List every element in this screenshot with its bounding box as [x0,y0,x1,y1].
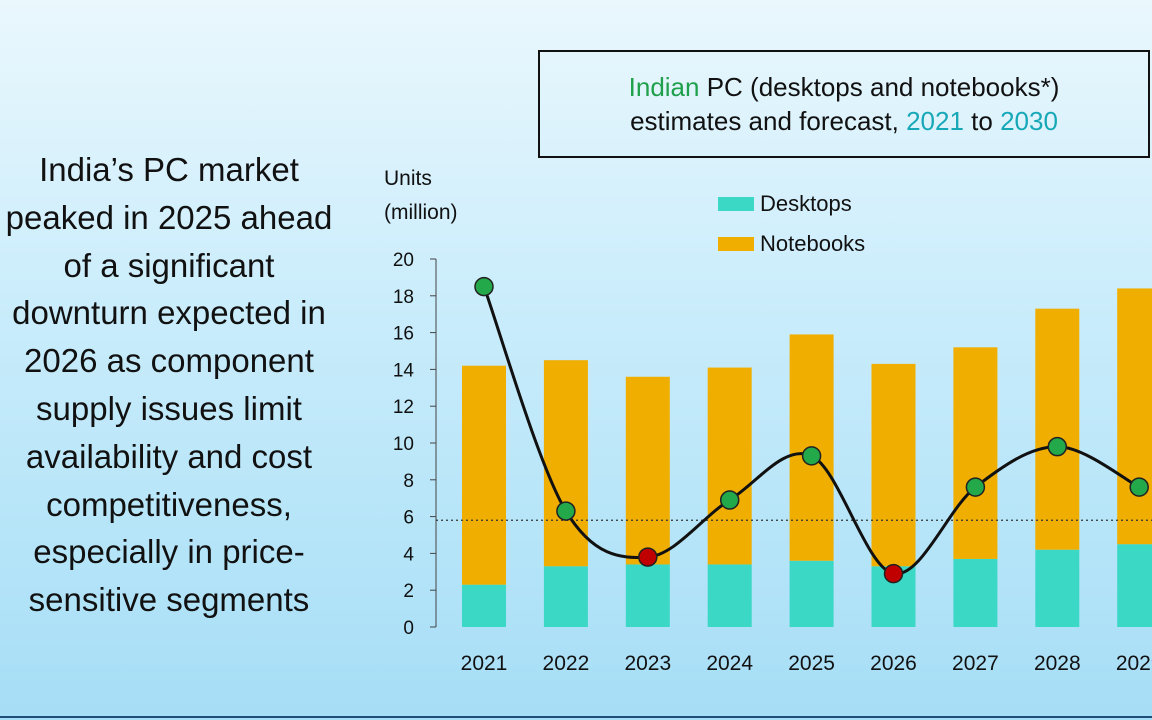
x-tick-label: 2023 [624,652,671,675]
x-tick-label: 2025 [788,652,835,675]
unit-label-line: (million) [384,201,458,224]
bar-desktops [625,564,670,627]
bar-notebooks [543,360,588,567]
bar-notebooks [707,367,752,565]
y-tick-label: 0 [403,618,414,639]
x-tick-label: 2027 [952,652,999,675]
legend: Desktops Notebooks [718,184,865,264]
overlay-point-marker [883,563,904,584]
legend-swatch-desktops [718,197,754,211]
headline-line: especially in price- [33,533,305,571]
y-tick-label: 16 [393,324,414,345]
headline-line: competitiveness, [46,485,292,523]
headline-line: availability and cost [25,437,313,475]
bar-desktops [789,560,834,627]
headline-line: sensitive segments [28,581,310,619]
title-year-end: 2030 [1000,106,1058,136]
legend-item-notebooks: Notebooks [718,224,865,264]
headline-line: peaked in 2025 ahead [5,198,333,236]
headline-text: India’s PC market peaked in 2025 ahead o… [0,146,358,624]
y-axis-unit-label: Units (million) [384,162,458,230]
y-tick-label: 18 [393,287,414,308]
headline-line: India’s PC market [39,151,299,188]
x-tick-label: 2024 [706,652,753,675]
x-tick-label: 2021 [461,652,508,675]
bottom-divider [0,716,1152,718]
headline-line: 2026 as component [24,342,314,380]
overlay-point-marker [556,501,576,521]
chart-title-line-1: Indian PC (desktops and notebooks*) [629,70,1060,104]
bar-desktops [953,558,998,627]
overlay-point-marker [474,276,494,297]
title-year-start: 2021 [906,106,964,136]
title-highlight-indian: Indian [628,72,700,102]
title-text: estimates and forecast, [630,106,907,136]
legend-label-desktops: Desktops [760,191,852,216]
y-tick-label: 2 [403,581,414,602]
overlay-point-marker [719,490,740,510]
overlay-point-marker [801,446,822,466]
x-tick-label: 2028 [1034,652,1081,675]
bar-notebooks [1117,288,1152,545]
y-tick-label: 8 [403,471,414,492]
bar-desktops [462,584,506,627]
bar-notebooks [871,363,916,567]
y-tick-label: 10 [393,434,414,455]
x-tick-label: 2022 [543,652,590,675]
overlay-point-marker [638,547,658,567]
x-tick-label: 2029 [1116,652,1152,675]
headline-line: downturn expected in [12,294,326,332]
chart-title-box: Indian PC (desktops and notebooks*) esti… [538,50,1150,158]
overlay-point-marker [965,477,986,497]
headline-line: of a significant [63,246,275,284]
bar-notebooks [953,347,998,559]
y-tick-label: 20 [393,250,414,271]
bar-notebooks [1035,308,1080,550]
legend-swatch-notebooks [718,237,754,251]
overlay-point-marker [1047,436,1068,457]
bar-desktops [543,566,588,627]
bar-notebooks [625,376,670,565]
y-tick-label: 4 [403,544,414,565]
bar-desktops [707,564,752,627]
legend-label-notebooks: Notebooks [760,231,866,256]
title-text: PC (desktops and notebooks*) [699,72,1060,102]
headline-line: supply issues limit [36,389,302,427]
overlay-point-marker [1129,477,1149,497]
y-tick-label: 12 [393,397,414,418]
chart-title-line-2: estimates and forecast, 2021 to 2030 [630,104,1058,138]
unit-label-line: Units [384,167,432,190]
title-text: to [963,106,1001,136]
x-tick-label: 2026 [870,652,917,675]
bar-notebooks [462,365,506,585]
bar-desktops [1117,544,1152,627]
y-tick-label: 6 [403,508,414,529]
legend-item-desktops: Desktops [718,184,865,224]
bar-desktops [1035,549,1080,627]
y-tick-label: 14 [393,360,415,381]
